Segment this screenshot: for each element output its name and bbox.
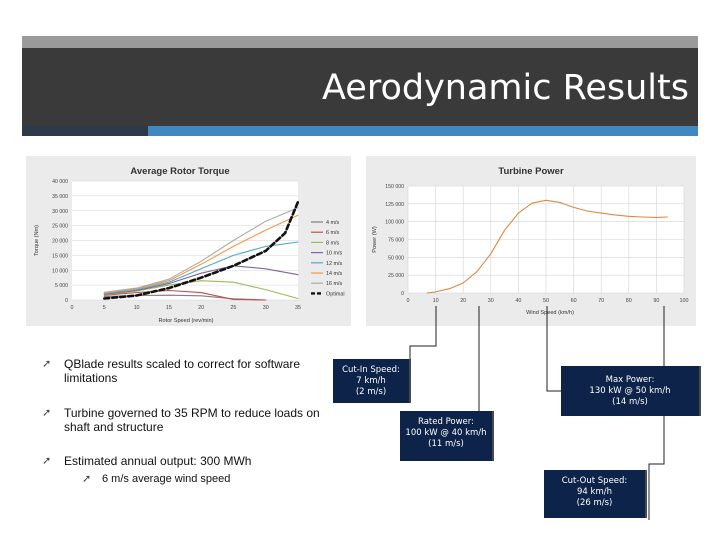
callout-value: 130 kW @ 50 km/h	[589, 386, 671, 396]
y-tick-label: 125 000	[385, 202, 404, 208]
torque-chart: 0 5 000 10 000 15 000 20 000 25 000 30 000 35 0…	[34, 166, 345, 324]
x-tick-label: 20	[198, 305, 204, 311]
sub-bullet-text: 6 m/s average wind speed	[102, 473, 231, 485]
x-tick-label: 90	[653, 298, 659, 304]
y-tick-label: 15 000	[52, 253, 68, 259]
accent-bar-light	[148, 126, 698, 136]
series-line-10-m-s	[103, 265, 299, 295]
slide-title: Aerodynamic Results	[321, 68, 689, 108]
series-line-16-m-s	[103, 207, 299, 293]
x-tick-label: 15	[166, 305, 172, 311]
power-chart-panel: 0 25 000 50 000 75 000 100 000 125 000 150 000…	[366, 156, 696, 326]
callout-value-ms: (2 m/s)	[355, 387, 387, 397]
x-axis-label: Rotor Speed (rev/min)	[158, 318, 213, 324]
y-tick-label: 30 000	[52, 209, 68, 215]
legend-entry: 6 m/s	[326, 230, 339, 236]
chart-title: Average Rotor Torque	[130, 166, 229, 177]
y-tick-label: 25 000	[52, 224, 68, 230]
callout-label: Rated Power:	[417, 417, 474, 427]
arrow-up-right-icon: ➚	[82, 473, 92, 485]
x-tick-label: 50	[543, 298, 549, 304]
legend-entry: 8 m/s	[326, 240, 339, 246]
x-tick-label: 5	[103, 305, 106, 311]
callout-value: 7 km/h	[356, 376, 386, 386]
legend-entry: 16 m/s	[326, 281, 342, 287]
series-line-12-m-s	[103, 241, 299, 295]
power-chart: 0 25 000 50 000 75 000 100 000 125 000 150 000…	[372, 166, 689, 316]
x-tick-label: 60	[571, 298, 577, 304]
callout-max-power: Max Power: 130 kW @ 50 km/h (14 m/s)	[561, 366, 699, 416]
arrow-up-right-icon: ➚	[42, 455, 52, 467]
callout-value: 94 km/h	[577, 487, 612, 497]
x-tick-label: 80	[626, 298, 632, 304]
y-tick-label: 5 000	[55, 283, 68, 289]
series-line-optimal	[103, 200, 300, 300]
y-tick-label: 75 000	[388, 238, 404, 244]
bullet-text: QBlade results scaled to correct for sof…	[64, 357, 301, 385]
x-tick-label: 10	[134, 305, 140, 311]
x-tick-label: 30	[488, 298, 494, 304]
x-tick-label: 100	[680, 298, 689, 304]
callout-rated-power: Rated Power: 100 kW @ 40 km/h (11 m/s)	[400, 411, 492, 461]
x-tick-label: 0	[71, 305, 74, 311]
y-axis-label: Power (W)	[372, 226, 378, 253]
series-line-power	[426, 199, 668, 294]
callout-cut-out: Cut-Out Speed: 94 km/h (26 m/s)	[544, 470, 645, 518]
x-tick-label: 0	[407, 298, 410, 304]
y-tick-label: 0	[65, 298, 68, 304]
x-tick-label: 30	[263, 305, 269, 311]
y-tick-label: 100 000	[385, 220, 404, 226]
y-tick-label: 10 000	[52, 268, 68, 274]
legend-entry: 14 m/s	[326, 271, 342, 277]
callout-value-ms: (26 m/s)	[576, 498, 613, 508]
callout-cut-in: Cut-In Speed: 7 km/h (2 m/s)	[333, 359, 409, 403]
legend-entry: 10 m/s	[326, 251, 342, 257]
y-tick-label: 150 000	[385, 184, 404, 190]
connector-cut-in	[409, 306, 437, 372]
y-tick-label: 40 000	[52, 179, 68, 185]
x-tick-label: 40	[515, 298, 521, 304]
series-line-8-m-s	[103, 280, 299, 300]
legend-entry: 12 m/s	[326, 261, 342, 267]
x-axis-label: Wind Speed (km/h)	[526, 310, 574, 316]
bullet-text: Estimated annual output: 300 MWh	[64, 454, 252, 468]
callout-label: Cut-In Speed:	[342, 365, 400, 375]
arrow-up-right-icon: ➚	[42, 358, 52, 370]
x-tick-label: 10	[433, 298, 439, 304]
legend-entry: 4 m/s	[326, 220, 339, 226]
x-tick-label: 25	[230, 305, 236, 311]
series-line-6-m-s	[103, 289, 267, 301]
x-tick-label: 20	[460, 298, 466, 304]
bullet-text: Turbine governed to 35 RPM to reduce loa…	[64, 406, 320, 434]
x-tick-label: 35	[295, 305, 301, 311]
series-line-14-m-s	[103, 214, 299, 294]
callout-label: Max Power:	[605, 375, 655, 385]
arrow-up-right-icon: ➚	[42, 407, 52, 419]
connector-max	[546, 306, 561, 392]
y-tick-label: 20 000	[52, 239, 68, 245]
y-axis-label: Torque (Nm)	[34, 225, 40, 256]
callout-value-ms: (14 m/s)	[612, 397, 648, 407]
top-strip	[22, 36, 698, 48]
accent-bar-dark	[22, 126, 148, 136]
y-tick-label: 25 000	[388, 273, 404, 279]
legend-entry: Optimal	[326, 291, 345, 297]
callout-value: 100 kW @ 40 km/h	[405, 428, 487, 438]
callout-label: Cut-Out Speed:	[561, 476, 628, 486]
y-tick-label: 0	[401, 291, 404, 297]
y-tick-label: 50 000	[388, 255, 404, 261]
chart-title: Turbine Power	[498, 166, 564, 177]
y-tick-label: 35 000	[52, 194, 68, 200]
x-tick-label: 70	[598, 298, 604, 304]
torque-chart-panel: 0 5 000 10 000 15 000 20 000 25 000 30 000 35 0…	[26, 156, 351, 326]
callout-value-ms: (11 m/s)	[428, 439, 464, 449]
title-bar	[22, 48, 698, 126]
